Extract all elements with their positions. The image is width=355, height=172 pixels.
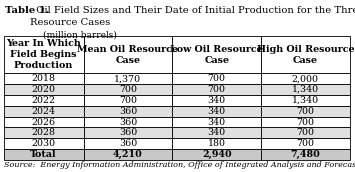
Bar [172, 149, 261, 160]
Text: Table 1.: Table 1. [5, 6, 50, 15]
Text: 360: 360 [119, 128, 137, 137]
Text: 340: 340 [208, 107, 226, 116]
Bar [261, 95, 350, 106]
Text: 700: 700 [208, 85, 226, 94]
Bar [261, 127, 350, 138]
Text: 700: 700 [208, 74, 226, 83]
Text: Resource Cases: Resource Cases [30, 18, 110, 27]
Bar [83, 127, 172, 138]
Bar [83, 149, 172, 160]
Bar [4, 95, 83, 106]
Text: 2030: 2030 [32, 139, 56, 148]
Text: Oil Field Sizes and Their Date of Initial Production for the Three ANWR: Oil Field Sizes and Their Date of Initia… [30, 6, 355, 15]
Bar [172, 106, 261, 117]
Bar [172, 36, 261, 73]
Text: 2,940: 2,940 [202, 150, 231, 159]
Bar [172, 127, 261, 138]
Text: 2022: 2022 [32, 96, 56, 105]
Text: Source:  Energy Information Administration, Office of Integrated Analysis and Fo: Source: Energy Information Administratio… [4, 161, 355, 169]
Bar [172, 84, 261, 95]
Bar [83, 117, 172, 127]
Text: 2018: 2018 [32, 74, 56, 83]
Text: 700: 700 [296, 107, 315, 116]
Text: Year In Which
Field Begins
Production: Year In Which Field Begins Production [6, 39, 81, 70]
Bar [172, 138, 261, 149]
Text: 700: 700 [119, 85, 137, 94]
Bar [4, 73, 83, 84]
Text: 700: 700 [296, 128, 315, 137]
Text: 2026: 2026 [32, 117, 56, 127]
Text: 7,480: 7,480 [290, 150, 320, 159]
Text: 700: 700 [296, 139, 315, 148]
Text: 340: 340 [208, 128, 226, 137]
Text: Mean Oil Resource
Case: Mean Oil Resource Case [77, 45, 178, 65]
Bar [4, 117, 83, 127]
Bar [4, 127, 83, 138]
Bar [261, 149, 350, 160]
Bar [172, 117, 261, 127]
Text: 700: 700 [119, 96, 137, 105]
Text: High Oil Resource
Case: High Oil Resource Case [257, 45, 354, 65]
Bar [261, 84, 350, 95]
Text: 2028: 2028 [32, 128, 56, 137]
Bar [261, 138, 350, 149]
Bar [4, 149, 83, 160]
Text: 360: 360 [119, 139, 137, 148]
Bar [83, 84, 172, 95]
Text: 2024: 2024 [32, 107, 56, 116]
Bar [83, 138, 172, 149]
Text: 340: 340 [208, 96, 226, 105]
Bar [83, 73, 172, 84]
Bar [172, 73, 261, 84]
Bar [261, 117, 350, 127]
Text: 1,340: 1,340 [292, 85, 319, 94]
Text: 1,370: 1,370 [114, 74, 142, 83]
Text: Total: Total [30, 150, 57, 159]
Bar [172, 95, 261, 106]
Text: 340: 340 [208, 117, 226, 127]
Text: 2,000: 2,000 [292, 74, 319, 83]
Bar [83, 106, 172, 117]
Text: Low Oil Resource
Case: Low Oil Resource Case [170, 45, 263, 65]
Bar [261, 73, 350, 84]
Text: (million barrels): (million barrels) [43, 30, 116, 39]
Text: 2020: 2020 [32, 85, 56, 94]
Text: 700: 700 [296, 117, 315, 127]
Bar [4, 106, 83, 117]
Bar [261, 106, 350, 117]
Text: 360: 360 [119, 117, 137, 127]
Bar [4, 84, 83, 95]
Text: 360: 360 [119, 107, 137, 116]
Bar [261, 36, 350, 73]
Text: 4,210: 4,210 [113, 150, 143, 159]
Text: 180: 180 [208, 139, 226, 148]
Bar [4, 36, 83, 73]
Bar [83, 36, 172, 73]
Text: 1,340: 1,340 [292, 96, 319, 105]
Bar [83, 95, 172, 106]
Bar [4, 138, 83, 149]
